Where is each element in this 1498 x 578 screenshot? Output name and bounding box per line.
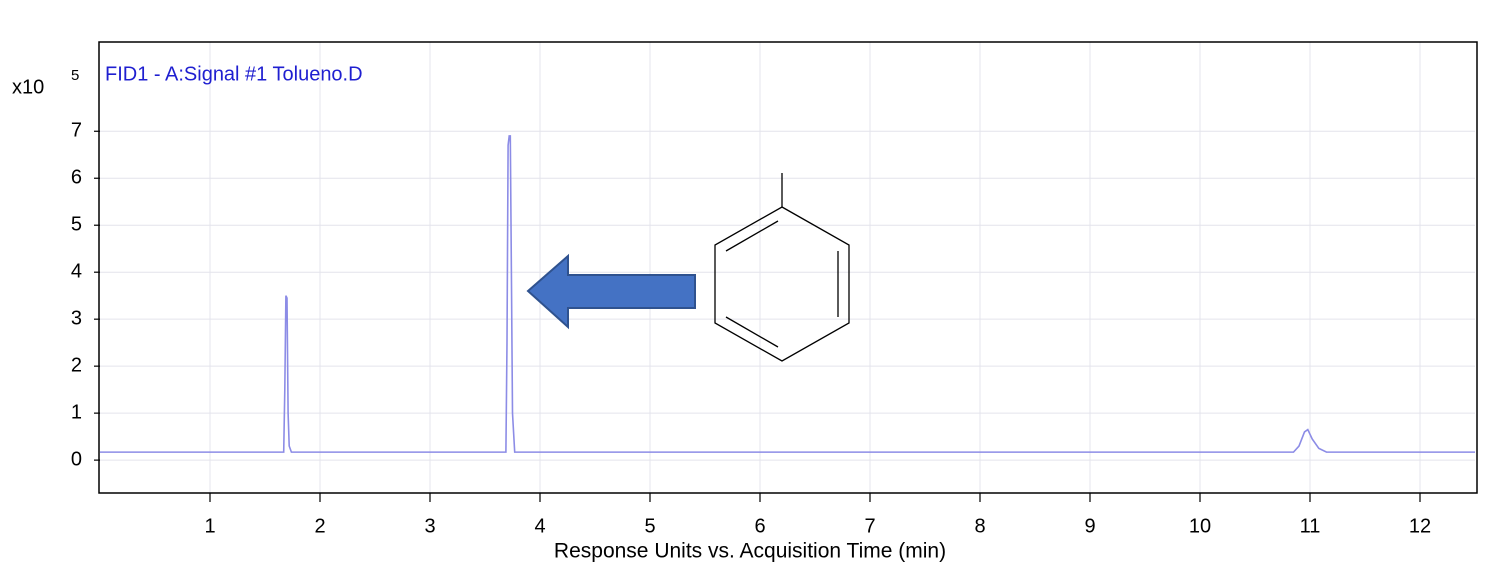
toluene-structure bbox=[714, 173, 850, 362]
x-tick-label: 6 bbox=[754, 515, 765, 537]
chart-title: FID1 - A:Signal #1 Tolueno.D bbox=[105, 63, 363, 85]
plot-frame bbox=[98, 41, 1478, 494]
y-tick-label: 1 bbox=[71, 401, 82, 423]
x-tick-label: 7 bbox=[864, 515, 875, 537]
y-tick-label: 7 bbox=[71, 120, 82, 142]
x-tick-label: 9 bbox=[1084, 515, 1095, 537]
x-tick-label: 11 bbox=[1300, 515, 1321, 537]
x-tick-label: 12 bbox=[1409, 515, 1431, 537]
x-tick-label: 1 bbox=[204, 515, 215, 537]
y-tick-label: 6 bbox=[71, 167, 82, 189]
x-tick-label: 3 bbox=[424, 515, 435, 537]
x-tick-label: 4 bbox=[534, 515, 545, 537]
y-tick-label: 3 bbox=[71, 307, 82, 329]
y-tick-label: 4 bbox=[71, 260, 82, 282]
scale-label: x10 bbox=[12, 76, 44, 98]
x-tick-label: 2 bbox=[314, 515, 325, 537]
y-tick-label: 2 bbox=[71, 354, 82, 376]
x-tick-label: 8 bbox=[974, 515, 985, 537]
signal-line bbox=[100, 135, 1475, 453]
scale-exponent: 5 bbox=[71, 67, 79, 84]
x-tick-label: 10 bbox=[1189, 515, 1211, 537]
x-axis-label: Response Units vs. Acquisition Time (min… bbox=[554, 540, 946, 563]
x-tick-label: 5 bbox=[644, 515, 655, 537]
y-tick-label: 5 bbox=[71, 214, 82, 236]
arrow bbox=[526, 253, 696, 330]
grid bbox=[100, 42, 1475, 493]
y-tick-label: 0 bbox=[71, 448, 82, 470]
series bbox=[100, 135, 1475, 453]
